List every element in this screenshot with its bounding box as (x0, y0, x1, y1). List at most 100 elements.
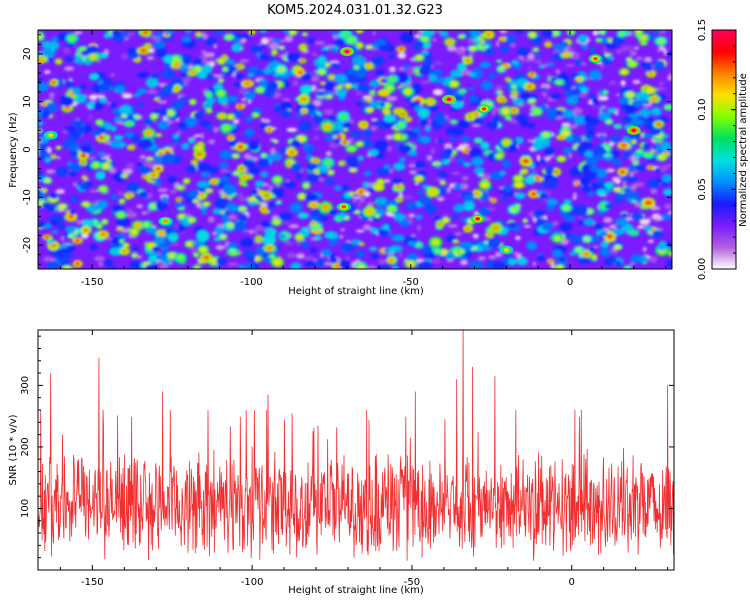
heatmap-cell (284, 242, 294, 245)
heatmap-cell (44, 235, 50, 240)
heatmap-cell (82, 201, 89, 207)
heatmap-cell (43, 223, 52, 229)
heatmap-cell (419, 118, 429, 127)
heatmap-cell (155, 48, 168, 58)
snr-y-axis-label: SNR (10 * v/v) (8, 414, 19, 485)
heatmap-cell (92, 54, 96, 57)
heatmap-cell (501, 159, 512, 169)
heatmap-cell (242, 160, 255, 168)
heatmap-cell (630, 230, 637, 236)
heatmap-cell (76, 52, 80, 56)
heatmap-cell (68, 35, 76, 41)
heatmap-cell (243, 183, 247, 186)
heatmap-cell (667, 75, 672, 81)
heatmap-cell (117, 227, 123, 231)
heatmap-cell (501, 98, 506, 103)
heatmap-cell (131, 229, 138, 234)
heatmap-cell (529, 32, 536, 37)
heatmap-cell (656, 47, 661, 53)
snr-x-tick-label: -50 (404, 577, 420, 588)
heatmap-cell (94, 255, 105, 262)
heatmap-cell (389, 169, 394, 173)
heatmap-cell (279, 101, 292, 111)
heatmap-cell (661, 213, 672, 221)
heatmap-cell (502, 108, 510, 115)
heatmap-cell (382, 224, 390, 230)
heatmap-cell (296, 173, 303, 180)
heatmap-cell (648, 71, 654, 76)
heatmap-cell (138, 165, 151, 175)
heatmap-cell (443, 218, 449, 223)
heatmap-cell (286, 127, 298, 132)
heatmap-cell (499, 170, 506, 176)
heatmap-cell (346, 156, 359, 165)
heatmap-cell (498, 45, 510, 53)
heatmap-cell (193, 113, 200, 118)
heatmap-y-tick-label: 10 (22, 95, 33, 108)
heatmap-cell (228, 136, 234, 140)
heatmap-cell (203, 201, 210, 206)
heatmap-cell (394, 134, 401, 139)
heatmap-cell (56, 59, 61, 64)
heatmap-cell (377, 197, 388, 204)
heatmap-cell (274, 177, 281, 183)
heatmap-cell (637, 149, 642, 153)
heatmap-cell (563, 147, 572, 155)
heatmap-cell (522, 169, 527, 174)
heatmap-cell (405, 213, 411, 219)
heatmap-cell (201, 63, 213, 74)
colorbar-ticks: 0.00 0.05 0.10 0.15 (697, 19, 736, 280)
heatmap-cell (412, 40, 425, 51)
heatmap-cell (567, 124, 578, 129)
heatmap-cell (615, 217, 629, 227)
heatmap-cell (353, 195, 362, 200)
heatmap-cell (318, 69, 325, 75)
heatmap-cell (122, 174, 128, 178)
heatmap-cell (354, 250, 365, 258)
heatmap-cell (606, 233, 614, 239)
colorbar-gradient (712, 30, 736, 269)
heatmap-cell (468, 147, 482, 158)
heatmap-cell (100, 186, 107, 192)
heatmap-cell (256, 87, 264, 93)
heatmap-cell (322, 204, 330, 211)
heatmap-cell (595, 168, 608, 179)
heatmap-cell (229, 66, 238, 72)
heatmap-cell (642, 142, 650, 150)
heatmap-cell (457, 120, 470, 129)
heatmap-cell (369, 246, 378, 252)
heatmap-cell (428, 74, 438, 82)
heatmap-cell (186, 242, 192, 247)
heatmap-cell (530, 171, 538, 177)
heatmap-cell (463, 162, 471, 168)
heatmap-cell (56, 156, 61, 159)
heatmap-cell (363, 170, 372, 177)
heatmap-cell (109, 194, 118, 200)
heatmap-cell (180, 72, 188, 78)
heatmap-cell (467, 114, 474, 120)
colorbar-tick-label: 0.10 (697, 99, 708, 121)
heatmap-cell (546, 204, 555, 212)
heatmap-cell (241, 174, 248, 180)
heatmap-cell (593, 106, 597, 109)
heatmap-cell (303, 183, 309, 188)
heatmap-cell (196, 202, 202, 208)
heatmap-cell (455, 48, 465, 55)
heatmap-cell (244, 128, 255, 136)
heatmap-cell (455, 157, 466, 164)
heatmap-cell (301, 240, 310, 248)
heatmap-cell (459, 89, 465, 94)
heatmap-cell (600, 240, 610, 248)
heatmap-cell (526, 123, 536, 129)
heatmap-cell (622, 116, 633, 125)
heatmap-cell (170, 228, 177, 234)
heatmap-cell (174, 88, 179, 92)
heatmap-cell (415, 139, 422, 144)
heatmap-cell (328, 240, 339, 246)
heatmap-cell (434, 30, 442, 33)
heatmap-cell (540, 87, 547, 92)
heatmap-cell (496, 154, 503, 159)
heatmap-cell (515, 136, 524, 145)
heatmap-cell (340, 234, 344, 240)
heatmap-cell (219, 79, 223, 82)
